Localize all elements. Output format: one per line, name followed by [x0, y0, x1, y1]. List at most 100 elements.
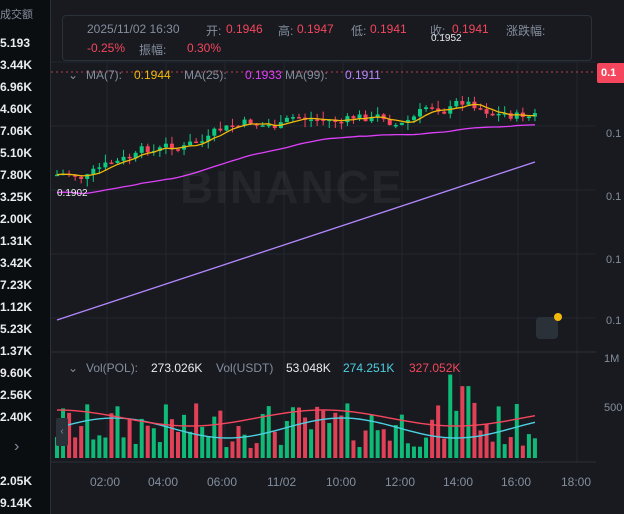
volume-bar [309, 429, 314, 458]
ma99-value: 0.1911 [345, 68, 381, 82]
volume-bar [169, 419, 174, 458]
volume-bar [478, 430, 483, 458]
candle-body [514, 112, 519, 119]
candle-body [297, 117, 301, 119]
open-value: 0.1946 [226, 22, 263, 36]
candle-body [85, 174, 90, 179]
candle-body [345, 116, 350, 123]
time-axis-label: 11/02 [267, 475, 297, 489]
candle-body [387, 119, 392, 125]
candle-body [121, 156, 126, 161]
candle-body [157, 147, 162, 151]
volume-bar [103, 437, 108, 458]
volume-bar [466, 386, 471, 458]
volume-bar [514, 404, 519, 458]
high-label: 高: [278, 24, 294, 38]
vol-value: 273.026K [151, 361, 203, 375]
vol-label: Vol(POL): [86, 361, 139, 375]
notification-dot [554, 313, 562, 321]
volume-bar [85, 404, 90, 458]
candle-body [393, 124, 398, 127]
volume-bar [254, 443, 259, 458]
volume-bar [442, 438, 447, 458]
vol-ma1-value: 274.251K [343, 361, 395, 375]
volume-bar [157, 442, 162, 458]
volume-bar [502, 444, 507, 458]
candle-body [145, 146, 150, 153]
volume-bar [145, 425, 150, 458]
volume-bar [182, 414, 187, 458]
price-axis[interactable]: 0.1 0.1 0.1 0.1 1M 500 [596, 0, 624, 514]
volume-bar [363, 430, 368, 458]
candle-body [466, 101, 471, 105]
volume-bar [399, 414, 404, 458]
candle-body [418, 109, 422, 117]
volume-bar [67, 412, 72, 458]
volume-bar [411, 446, 416, 458]
close-value: 0.1941 [452, 22, 489, 36]
low-label: 低: [351, 24, 367, 38]
candle-body [206, 135, 211, 142]
volume-bar [151, 428, 156, 458]
volume-bar [290, 407, 295, 458]
ma7-value: 0.1944 [134, 68, 171, 82]
candle-body [236, 125, 241, 128]
volume-bar [297, 407, 301, 458]
turnover-value: 1.12K [0, 300, 33, 314]
ma7-label: MA(7): [86, 68, 122, 82]
volume-bar [520, 445, 525, 458]
volume-bar [333, 412, 338, 458]
turnover-value: 4.60K [0, 102, 33, 116]
turnover-value: 5.10K [0, 146, 33, 160]
volume-axis-label: 1M [604, 353, 620, 365]
candle-body [496, 113, 501, 116]
volume-bar [91, 439, 96, 458]
volume-bar [230, 441, 235, 458]
candle-body [260, 125, 265, 127]
volume-bar [484, 424, 489, 458]
turnover-value: 9.14K [0, 496, 33, 510]
notes-button[interactable] [536, 313, 562, 339]
candle-body [55, 174, 59, 177]
high-price-marker: 0.1952 [431, 33, 462, 44]
chevron-right-icon[interactable]: › [14, 438, 20, 455]
volume-bar [472, 402, 477, 458]
candle-body [411, 116, 416, 120]
turnover-value: 5.193 [0, 36, 31, 50]
time-axis-label: 18:00 [561, 475, 592, 489]
candle-body [321, 119, 326, 122]
close-label: 收: [430, 24, 446, 38]
ma25-line [56, 124, 535, 195]
vol-usdt-label: Vol(USDT) [216, 361, 274, 375]
candle-body [532, 113, 537, 117]
candle-body [176, 149, 180, 151]
candle-body [442, 111, 447, 114]
chevron-left-icon[interactable]: ‹ [56, 418, 68, 446]
ma99-line [56, 161, 536, 321]
candle-body [405, 119, 410, 123]
chevron-down-icon[interactable]: ⌄ [68, 361, 79, 375]
volume-bar [490, 441, 495, 458]
volume-bar [236, 426, 241, 458]
volume-bar [188, 431, 193, 458]
turnover-value: 2.56K [0, 388, 33, 402]
kline-chart-svg[interactable] [51, 0, 603, 514]
turnover-value: 3.42K [0, 256, 33, 270]
volume-bar [351, 440, 356, 458]
candle-body [478, 108, 483, 110]
candle-body [127, 156, 132, 159]
binance-watermark: BINANCE [180, 161, 404, 213]
price-axis-label: 0.1 [606, 128, 622, 140]
candle-body [194, 141, 199, 144]
volume-bar [526, 434, 531, 458]
turnover-value: 2.05K [0, 474, 33, 488]
volume-bar [448, 374, 453, 458]
chevron-down-icon[interactable]: ⌄ [68, 68, 79, 82]
turnover-value: 1.37K [0, 344, 33, 358]
candle-body [230, 125, 235, 127]
kline-chart-area[interactable] [51, 0, 603, 514]
candle-body [351, 116, 356, 119]
price-axis-label: 0.1 [606, 191, 622, 203]
ma7-line [56, 103, 535, 177]
volume-bar [97, 435, 102, 458]
